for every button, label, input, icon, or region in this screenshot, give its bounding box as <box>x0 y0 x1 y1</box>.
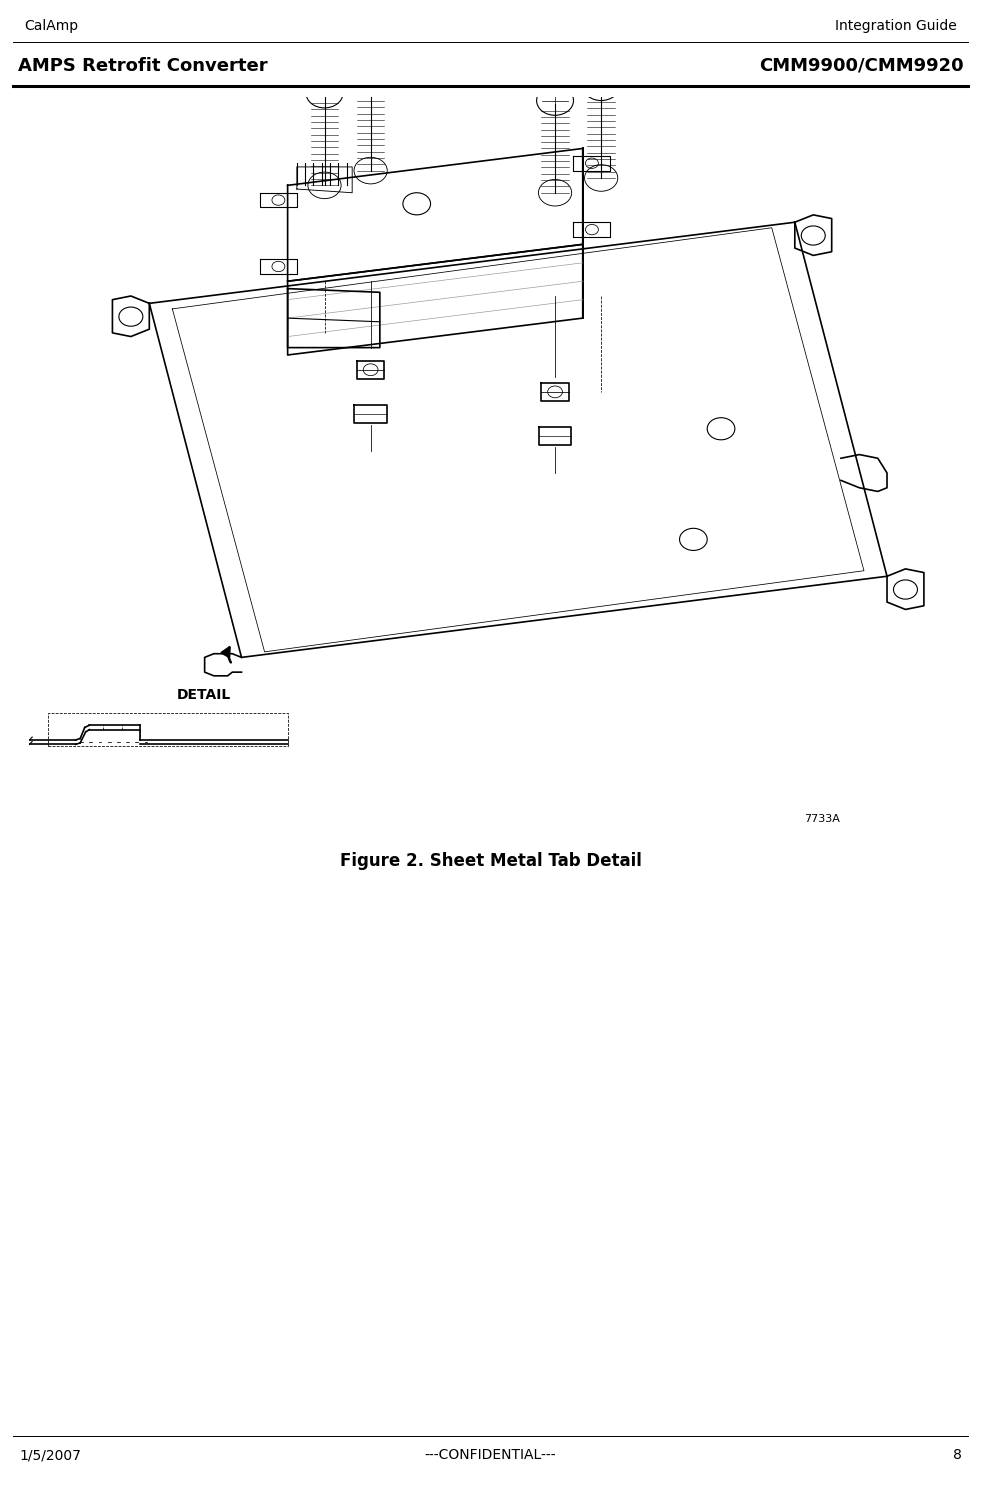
Text: 1/5/2007: 1/5/2007 <box>20 1448 81 1462</box>
Text: ---CONFIDENTIAL---: ---CONFIDENTIAL--- <box>425 1448 556 1462</box>
Text: AMPS Retrofit Converter: AMPS Retrofit Converter <box>18 57 267 74</box>
Text: 8: 8 <box>953 1448 961 1462</box>
Text: CalAmp: CalAmp <box>25 19 78 33</box>
Text: Integration Guide: Integration Guide <box>835 19 956 33</box>
Text: 7733A: 7733A <box>804 814 841 824</box>
Text: Figure 2. Sheet Metal Tab Detail: Figure 2. Sheet Metal Tab Detail <box>339 852 642 870</box>
Text: CMM9900/CMM9920: CMM9900/CMM9920 <box>758 57 963 74</box>
FancyArrowPatch shape <box>222 648 231 663</box>
Text: DETAIL: DETAIL <box>177 688 232 702</box>
